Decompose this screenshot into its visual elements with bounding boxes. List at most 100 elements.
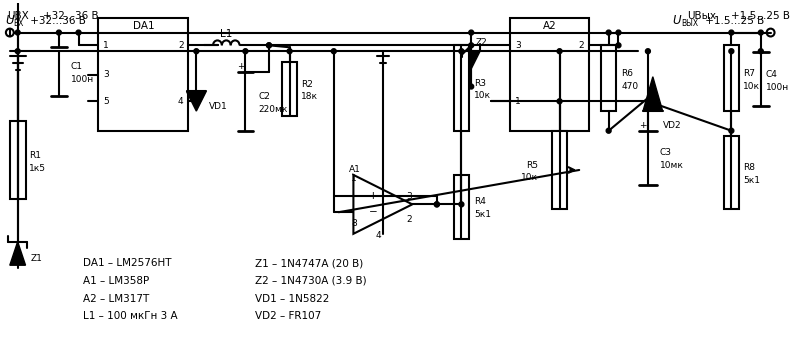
Text: VD2 – FR107: VD2 – FR107 <box>255 311 322 321</box>
Text: 10к: 10к <box>743 82 760 91</box>
Circle shape <box>57 30 62 35</box>
Circle shape <box>729 128 734 133</box>
Text: 1: 1 <box>351 174 357 183</box>
Circle shape <box>287 49 292 54</box>
Text: 5к1: 5к1 <box>743 176 760 185</box>
Text: 10к: 10к <box>521 173 538 182</box>
Text: A1: A1 <box>349 165 360 175</box>
Circle shape <box>469 30 474 35</box>
Polygon shape <box>354 175 412 234</box>
Circle shape <box>434 202 439 207</box>
Circle shape <box>459 49 464 54</box>
Text: R3: R3 <box>474 79 486 87</box>
Text: 2: 2 <box>578 41 584 50</box>
Circle shape <box>557 49 562 54</box>
Text: −: − <box>369 207 378 217</box>
Text: Z2: Z2 <box>476 38 488 47</box>
Text: 1: 1 <box>103 41 109 50</box>
Text: A1 – LM358P: A1 – LM358P <box>83 276 150 286</box>
Circle shape <box>616 30 621 35</box>
Text: A2: A2 <box>543 21 557 31</box>
Text: U: U <box>673 14 681 27</box>
Circle shape <box>194 49 198 54</box>
Circle shape <box>15 30 20 35</box>
Text: 1к5: 1к5 <box>30 163 46 173</box>
Circle shape <box>650 99 655 104</box>
Circle shape <box>469 84 474 89</box>
Text: Z2 – 1N4730A (3.9 В): Z2 – 1N4730A (3.9 В) <box>255 276 367 286</box>
Circle shape <box>459 202 464 207</box>
Text: L1 – 100 мкГн 3 А: L1 – 100 мкГн 3 А <box>83 311 178 321</box>
Text: 8: 8 <box>351 219 357 228</box>
Circle shape <box>606 30 611 35</box>
Circle shape <box>15 49 20 54</box>
Text: R1: R1 <box>30 151 42 160</box>
Text: C1: C1 <box>70 62 82 72</box>
Text: C2: C2 <box>258 92 270 101</box>
Text: 2: 2 <box>178 41 183 50</box>
Circle shape <box>557 99 562 104</box>
Text: R8: R8 <box>743 163 755 172</box>
Bar <box>552 131 567 209</box>
Bar <box>10 121 26 199</box>
Text: 18к: 18к <box>302 92 318 101</box>
Text: +32...36 В: +32...36 В <box>27 16 86 26</box>
Text: +1.5...25 В: +1.5...25 В <box>702 16 764 26</box>
Circle shape <box>616 43 621 48</box>
Text: 470: 470 <box>622 82 638 91</box>
Text: R4: R4 <box>474 197 486 206</box>
Text: +: + <box>237 62 244 72</box>
Text: VD2: VD2 <box>662 121 682 130</box>
Bar <box>454 45 470 131</box>
Text: 4: 4 <box>178 97 183 106</box>
Bar <box>454 175 470 239</box>
Text: 3: 3 <box>406 192 412 201</box>
Text: Z1 – 1N4747A (20 В): Z1 – 1N4747A (20 В) <box>255 258 363 268</box>
Bar <box>510 18 589 131</box>
Text: 3: 3 <box>515 41 521 50</box>
Text: R6: R6 <box>622 69 634 78</box>
Text: UВХ: UВХ <box>7 11 29 21</box>
Polygon shape <box>186 92 206 111</box>
Circle shape <box>266 43 271 48</box>
Bar <box>723 136 739 209</box>
Circle shape <box>729 49 734 54</box>
Bar <box>601 45 617 111</box>
Polygon shape <box>643 77 662 111</box>
Text: C4: C4 <box>766 70 778 79</box>
Text: 5: 5 <box>103 97 109 106</box>
Text: +: + <box>639 121 646 130</box>
Text: UВых: UВых <box>687 11 716 21</box>
Text: +: + <box>369 192 378 201</box>
Circle shape <box>606 128 611 133</box>
Text: 5к1: 5к1 <box>474 210 491 219</box>
Text: DA1 – LM2576HT: DA1 – LM2576HT <box>83 258 172 268</box>
Text: 220мк: 220мк <box>258 105 287 114</box>
Circle shape <box>729 30 734 35</box>
Text: VD1 – 1N5822: VD1 – 1N5822 <box>255 294 330 304</box>
Text: U: U <box>5 14 14 27</box>
Circle shape <box>266 43 271 48</box>
Text: 10к: 10к <box>474 92 491 100</box>
Text: A2 – LM317T: A2 – LM317T <box>83 294 150 304</box>
Circle shape <box>243 49 248 54</box>
Circle shape <box>76 30 81 35</box>
Text: 4: 4 <box>375 231 381 240</box>
Text: +32...36 В: +32...36 В <box>43 11 99 21</box>
Circle shape <box>434 202 439 207</box>
Text: 100н: 100н <box>70 75 94 84</box>
Circle shape <box>758 49 763 54</box>
Text: R5: R5 <box>526 161 538 170</box>
Circle shape <box>758 30 763 35</box>
Circle shape <box>469 43 474 48</box>
Text: VD1: VD1 <box>209 102 228 111</box>
Text: L1: L1 <box>220 28 232 39</box>
Circle shape <box>331 49 336 54</box>
Text: 2: 2 <box>406 215 412 224</box>
Bar <box>98 18 189 131</box>
Polygon shape <box>462 51 480 69</box>
Polygon shape <box>10 242 26 265</box>
Circle shape <box>646 49 650 54</box>
Text: +1.5...25 В: +1.5...25 В <box>731 11 790 21</box>
Bar <box>282 62 298 116</box>
